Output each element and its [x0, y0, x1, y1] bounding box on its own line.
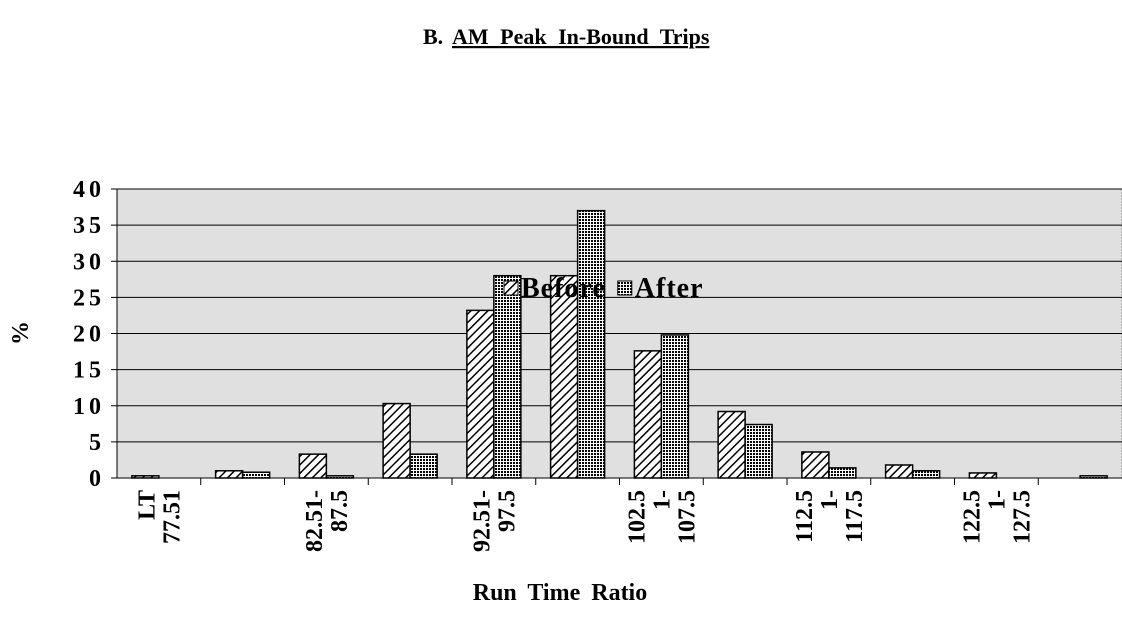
y-tick-label: 35 [73, 213, 105, 239]
bar [298, 453, 328, 479]
bar [744, 423, 773, 479]
legend-label: After [635, 273, 704, 304]
y-tick-label: 40 [73, 177, 105, 203]
x-tick-label: 102.51-107.5 [624, 490, 700, 544]
y-tick-label: 10 [73, 394, 105, 420]
legend-label: Before [521, 273, 606, 304]
bar [660, 334, 690, 479]
y-tick-label: 0 [89, 466, 105, 492]
bar [828, 467, 857, 479]
bar [717, 410, 746, 479]
y-tick-label: 5 [89, 430, 105, 456]
bar [241, 471, 271, 479]
y-axis-label: % [8, 321, 34, 345]
y-tick-label: 20 [73, 322, 105, 348]
bar [801, 451, 830, 479]
legend-swatch [503, 280, 519, 296]
x-tick-label: 82.51-87.5 [302, 490, 353, 552]
bar [911, 470, 941, 479]
bar [968, 472, 998, 479]
chart-title: AM Peak In-Bound Trips [452, 24, 710, 49]
x-tick-label: LT77.51 [134, 490, 185, 544]
x-tick-label: 112.51-117.5 [792, 490, 868, 543]
bar [409, 453, 438, 479]
y-tick-label: 25 [73, 285, 105, 311]
bar [382, 402, 411, 479]
bar [633, 350, 663, 479]
bar [549, 274, 579, 479]
bar [325, 475, 355, 479]
bar [576, 209, 606, 479]
bar [214, 470, 244, 479]
bar [131, 475, 160, 479]
y-tick-label: 15 [73, 358, 105, 384]
bar [884, 464, 914, 479]
legend-swatch [617, 280, 633, 296]
bar [493, 274, 522, 479]
bar [466, 309, 495, 479]
bar [1079, 475, 1108, 479]
x-axis-label: Run Time Ratio [473, 580, 647, 606]
x-tick-label: 122.51-127.5 [959, 490, 1035, 544]
title-number: B. [423, 24, 443, 49]
y-tick-label: 30 [73, 249, 105, 275]
x-tick-label: 92.51-97.5 [469, 490, 520, 552]
